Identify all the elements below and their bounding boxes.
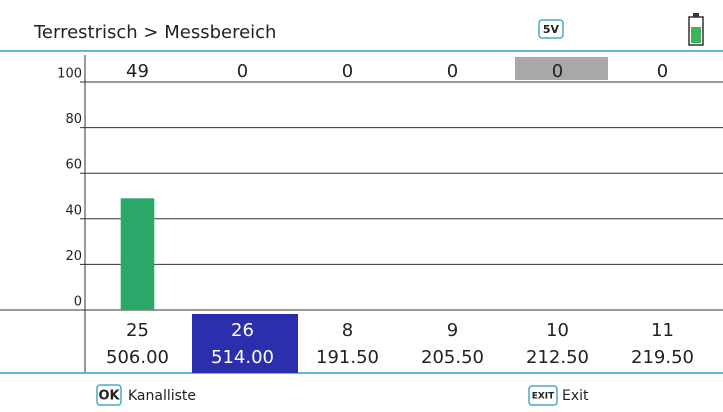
y-tick-label: 60 bbox=[65, 158, 82, 173]
channel-label: 10 bbox=[546, 320, 569, 341]
highlight-cell bbox=[515, 57, 608, 80]
value-label: 0 bbox=[657, 61, 668, 82]
value-label: 0 bbox=[342, 61, 353, 82]
voltage-text: 5V bbox=[543, 23, 560, 36]
frequency-label: 205.50 bbox=[421, 347, 484, 368]
channel-label: 25 bbox=[126, 320, 149, 341]
channel-label: 26 bbox=[231, 320, 254, 341]
value-label: 0 bbox=[552, 61, 563, 82]
y-tick-label: 20 bbox=[65, 249, 82, 264]
y-tick-label: 40 bbox=[65, 203, 82, 218]
frequency-label: 219.50 bbox=[631, 347, 694, 368]
battery-icon bbox=[688, 13, 704, 46]
value-label: 0 bbox=[237, 61, 248, 82]
screen-title: Terrestrisch > Messbereich bbox=[33, 22, 276, 43]
bar bbox=[120, 198, 155, 310]
y-tick-label: 100 bbox=[57, 67, 82, 82]
y-tick-label: 80 bbox=[65, 112, 82, 127]
voltage-badge bbox=[538, 19, 564, 39]
value-label: 0 bbox=[447, 61, 458, 82]
frequency-label: 191.50 bbox=[316, 347, 379, 368]
exit-key-text: EXIT bbox=[532, 392, 555, 402]
channel-label: 11 bbox=[651, 320, 674, 341]
selected-cell bbox=[192, 314, 298, 373]
frequency-label: 506.00 bbox=[106, 347, 169, 368]
value-label: 49 bbox=[126, 61, 149, 82]
channel-label: 9 bbox=[447, 320, 458, 341]
ok-key[interactable] bbox=[96, 384, 122, 406]
frequency-label: 514.00 bbox=[211, 347, 274, 368]
exit-label: Exit bbox=[562, 388, 589, 404]
ok-key-text: OK bbox=[98, 389, 120, 404]
y-tick-label: 0 bbox=[74, 295, 82, 310]
ok-label: Kanalliste bbox=[128, 388, 196, 404]
frequency-label: 212.50 bbox=[526, 347, 589, 368]
channel-label: 8 bbox=[342, 320, 353, 341]
exit-key[interactable] bbox=[528, 385, 558, 406]
